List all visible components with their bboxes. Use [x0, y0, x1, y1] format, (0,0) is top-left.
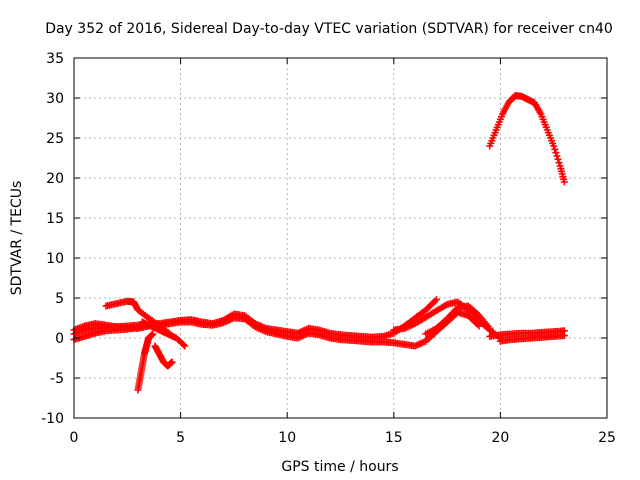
x-axis-label: GPS time / hours: [281, 459, 398, 475]
y-tick-label: 20: [46, 171, 64, 187]
plot-frame: [73, 57, 608, 419]
grid: [74, 58, 607, 418]
data-points: [70, 92, 568, 394]
y-tick-label: 30: [46, 91, 64, 107]
data-point: [168, 358, 176, 366]
x-tick-label: 0: [70, 430, 79, 446]
data-point: [554, 155, 562, 163]
data-point: [555, 159, 563, 167]
y-tick-label: 5: [55, 291, 64, 307]
series-late-b: [496, 332, 568, 345]
y-tick-label: -5: [50, 371, 64, 387]
data-point: [550, 142, 558, 150]
data-point: [560, 332, 568, 340]
data-point: [179, 341, 187, 349]
data-point: [560, 178, 568, 186]
y-tick-label: 25: [46, 131, 64, 147]
series-dip: [151, 342, 176, 370]
data-point: [486, 324, 494, 332]
series-arc-morning-b: [138, 318, 189, 350]
data-point: [181, 342, 189, 350]
x-tick-label: 20: [491, 430, 509, 446]
x-tick-label: 15: [385, 430, 403, 446]
x-tick-labels: 0 5 10 15 20 25: [70, 430, 616, 446]
x-tick-label: 5: [176, 430, 185, 446]
x-tick-label: 25: [598, 430, 616, 446]
data-point: [551, 145, 559, 153]
series-evening-rise-b: [422, 302, 494, 338]
y-axis-label: SDTVAR / TECUs: [9, 181, 25, 296]
y-tick-label: -10: [41, 411, 64, 427]
data-point: [432, 296, 440, 304]
y-tick-label: 35: [46, 51, 64, 67]
y-tick-label: 15: [46, 211, 64, 227]
chart-title: Day 352 of 2016, Sidereal Day-to-day VTE…: [45, 21, 613, 37]
series-peak: [486, 92, 568, 186]
y-tick-label: 10: [46, 251, 64, 267]
axis-ticks: [73, 57, 608, 419]
x-tick-label: 10: [278, 430, 296, 446]
series-spike-down: [134, 330, 157, 394]
y-tick-labels: -10 -5 0 5 10 15 20 25 30 35: [41, 51, 64, 427]
data-point: [553, 152, 561, 160]
y-tick-label: 0: [55, 331, 64, 347]
series-arc-morning: [102, 297, 174, 338]
data-point: [552, 149, 560, 157]
data-point: [149, 330, 157, 338]
